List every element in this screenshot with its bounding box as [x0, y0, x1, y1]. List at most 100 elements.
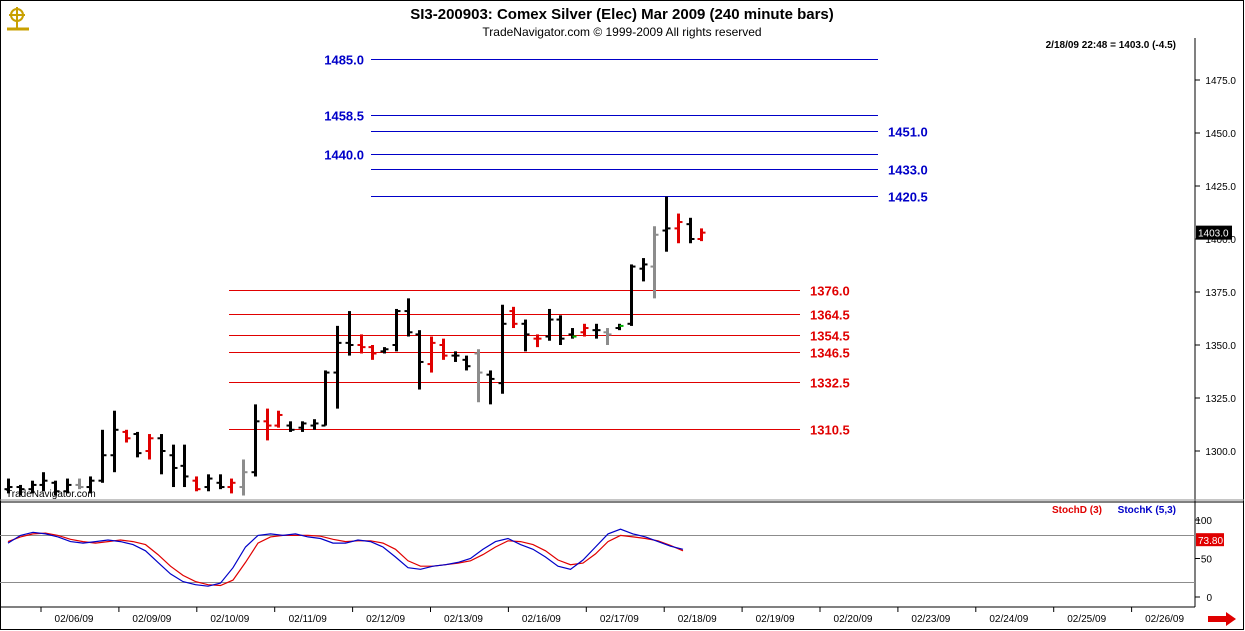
date-tick-label: 02/13/09 — [444, 614, 483, 625]
date-tick-label: 02/23/09 — [911, 614, 950, 625]
blue-level-label: 1451.0 — [888, 125, 928, 140]
price-bar — [110, 410, 119, 473]
price-bar — [239, 459, 248, 496]
price-bar — [122, 429, 131, 443]
stoch-tick-label: 0 — [1206, 593, 1212, 604]
last-stoch-label: 73.80 — [1198, 536, 1223, 547]
price-bar — [439, 338, 448, 360]
status-line: 2/18/09 22:48 = 1403.0 (-4.5) — [1046, 40, 1176, 51]
price-bar — [286, 421, 295, 432]
date-tick-label: 02/25/09 — [1067, 614, 1106, 625]
price-axis: 1300.0 1325.0 1350.0 1375.0 1400.0 1425.0 1450… — [1195, 76, 1236, 458]
price-bar — [427, 336, 436, 373]
price-bar — [251, 404, 260, 477]
tradenavigator-logo-icon[interactable] — [7, 7, 29, 31]
price-bar — [98, 429, 107, 483]
price-bars — [4, 196, 706, 496]
price-bar — [204, 474, 213, 492]
price-bar — [674, 213, 683, 244]
price-bar — [556, 315, 565, 345]
price-tick-label: 1350.0 — [1205, 341, 1236, 352]
price-tick-label: 1300.0 — [1205, 447, 1236, 458]
price-bar — [451, 351, 460, 362]
legend-stoch-k: StochK (5,3) — [1118, 505, 1176, 516]
price-levels: 1485.0 1458.5 1451.0 1440.0 1433.0 1420.5 1376… — [229, 53, 928, 438]
price-bar — [686, 217, 695, 244]
price-bar — [169, 444, 178, 488]
price-bar — [157, 434, 166, 475]
price-bar — [474, 349, 483, 403]
red-level-label: 1376.0 — [810, 284, 850, 299]
price-bar — [368, 345, 377, 360]
date-tick-label: 02/24/09 — [989, 614, 1028, 625]
stoch-d-line — [7, 532, 684, 587]
date-tick-label: 02/12/09 — [366, 614, 405, 625]
date-tick-label: 02/26/09 — [1145, 614, 1184, 625]
blue-level-label: 1485.0 — [324, 53, 364, 68]
price-bar — [298, 421, 307, 432]
blue-level-label: 1458.5 — [324, 109, 364, 124]
red-level-label: 1310.5 — [810, 423, 850, 438]
price-bar — [357, 334, 366, 354]
price-bar — [28, 480, 37, 494]
chart-subtitle: TradeNavigator.com © 1999-2009 All right… — [482, 25, 761, 39]
date-tick-label: 02/11/09 — [289, 614, 328, 625]
price-bar — [639, 258, 648, 282]
price-bar — [415, 330, 424, 390]
price-bar — [650, 226, 659, 299]
date-tick-label: 02/10/09 — [210, 614, 249, 625]
price-bar — [216, 474, 225, 490]
price-bar — [615, 323, 624, 331]
stoch-k-line — [7, 528, 684, 587]
price-bar — [310, 419, 319, 430]
price-bar — [580, 323, 589, 337]
last-price-badge — [1196, 225, 1232, 240]
watermark: TradeNavigator.com — [6, 489, 96, 500]
price-tick-label: 1375.0 — [1205, 288, 1236, 299]
price-bar — [227, 478, 236, 494]
price-bar — [521, 319, 530, 352]
price-bar — [380, 347, 389, 354]
last-stoch-badge — [1196, 533, 1224, 547]
blue-level-label: 1433.0 — [888, 163, 928, 178]
price-bar — [4, 478, 13, 494]
stochastic-panel: 100 50 0 — [0, 516, 1212, 604]
scroll-right-arrow-icon[interactable] — [1206, 612, 1236, 626]
red-level-label: 1354.5 — [810, 329, 850, 344]
date-tick-label: 02/17/09 — [600, 614, 639, 625]
price-bar — [192, 476, 201, 492]
price-bar — [39, 472, 48, 492]
price-bar — [404, 298, 413, 337]
price-bar — [16, 484, 25, 496]
price-bar — [333, 325, 342, 409]
price-bar — [592, 323, 601, 339]
price-bar — [509, 306, 518, 329]
stoch-tick-label: 50 — [1201, 555, 1213, 566]
date-tick-label: 02/06/09 — [55, 614, 94, 625]
price-bar — [662, 196, 671, 252]
price-tick-label: 1400.0 — [1205, 235, 1236, 246]
date-tick-label: 02/16/09 — [522, 614, 561, 625]
price-tick-label: 1450.0 — [1205, 129, 1236, 140]
red-level-label: 1364.5 — [810, 308, 850, 323]
date-tick-label: 02/18/09 — [678, 614, 717, 625]
price-tick-label: 1325.0 — [1205, 394, 1236, 405]
price-bar — [345, 311, 354, 356]
legend-stoch-d: StochD (3) — [1052, 505, 1102, 516]
blue-level-label: 1420.5 — [888, 190, 928, 205]
price-bar — [133, 431, 142, 458]
price-bar — [462, 355, 471, 371]
price-bar — [486, 370, 495, 405]
chart-title: SI3-200903: Comex Silver (Elec) Mar 2009… — [410, 6, 834, 23]
stoch-tick-label: 100 — [1195, 516, 1212, 527]
price-bar — [392, 308, 401, 352]
price-tick-label: 1425.0 — [1205, 182, 1236, 193]
price-bar — [263, 408, 272, 441]
price-bar — [498, 304, 507, 394]
blue-level-label: 1440.0 — [324, 148, 364, 163]
price-bar — [63, 478, 72, 494]
price-bar — [145, 434, 154, 460]
price-bar — [274, 410, 283, 428]
price-bar — [603, 328, 612, 345]
